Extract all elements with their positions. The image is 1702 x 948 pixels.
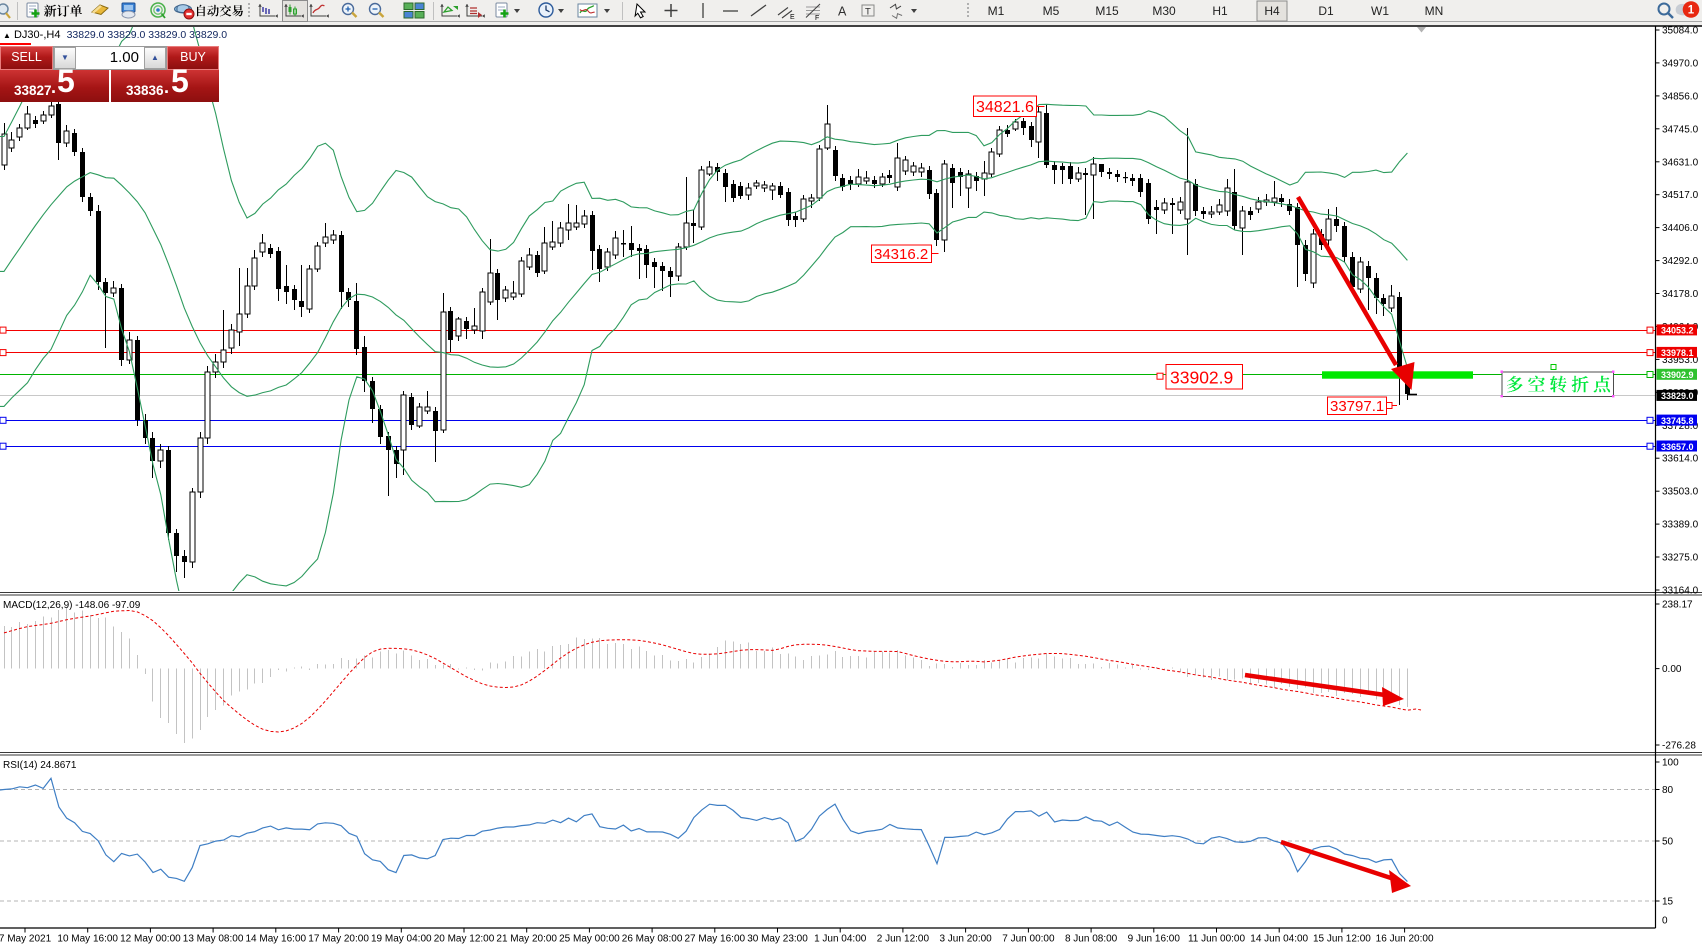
- svg-text:33829.0: 33829.0: [1661, 391, 1694, 401]
- svg-text:34178.0: 34178.0: [1662, 289, 1699, 300]
- svg-text:0: 0: [1662, 916, 1668, 927]
- svg-text:30 May 23:00: 30 May 23:00: [747, 934, 808, 945]
- svg-text:E: E: [790, 14, 795, 21]
- svg-text:M1: M1: [988, 4, 1005, 18]
- svg-text:34316.2: 34316.2: [874, 246, 928, 263]
- svg-text:34821.6: 34821.6: [976, 99, 1034, 116]
- svg-text:12 May 00:00: 12 May 00:00: [120, 934, 181, 945]
- svg-text:11 Jun 00:00: 11 Jun 00:00: [1188, 934, 1246, 945]
- svg-text:27 May 16:00: 27 May 16:00: [684, 934, 745, 945]
- svg-text:14 Jun 04:00: 14 Jun 04:00: [1250, 934, 1308, 945]
- svg-text:33389.0: 33389.0: [1662, 520, 1699, 531]
- svg-text:80: 80: [1662, 785, 1674, 796]
- svg-text:D1: D1: [1318, 4, 1334, 18]
- svg-text:21 May 20:00: 21 May 20:00: [496, 934, 557, 945]
- svg-text:33902.9: 33902.9: [1661, 370, 1694, 380]
- svg-text:13 May 08:00: 13 May 08:00: [183, 934, 244, 945]
- svg-text:17 May 20:00: 17 May 20:00: [308, 934, 369, 945]
- svg-text:33614.0: 33614.0: [1662, 454, 1699, 465]
- svg-text:34517.0: 34517.0: [1662, 190, 1699, 201]
- svg-text:19 May 04:00: 19 May 04:00: [371, 934, 432, 945]
- svg-text:MACD(12,26,9) -148.06 -97.09: MACD(12,26,9) -148.06 -97.09: [3, 600, 141, 611]
- svg-text:M30: M30: [1152, 4, 1176, 18]
- svg-text:7 May 2021: 7 May 2021: [0, 934, 52, 945]
- svg-text:2 Jun 12:00: 2 Jun 12:00: [877, 934, 930, 945]
- svg-text:25 May 00:00: 25 May 00:00: [559, 934, 620, 945]
- svg-text:15: 15: [1662, 897, 1674, 908]
- svg-text:0.00: 0.00: [1662, 664, 1682, 675]
- svg-text:100: 100: [1662, 758, 1679, 769]
- svg-text:10 May 16:00: 10 May 16:00: [57, 934, 118, 945]
- svg-text:35084.0: 35084.0: [1662, 26, 1699, 37]
- svg-text:33275.0: 33275.0: [1662, 553, 1699, 564]
- svg-text:33745.8: 33745.8: [1661, 416, 1694, 426]
- svg-text:T: T: [865, 7, 871, 18]
- svg-text:33657.0: 33657.0: [1661, 442, 1694, 452]
- svg-text:33902.9: 33902.9: [1170, 368, 1233, 388]
- svg-text:34745.0: 34745.0: [1662, 124, 1699, 135]
- svg-text:3 Jun 20:00: 3 Jun 20:00: [939, 934, 992, 945]
- svg-text:34292.0: 34292.0: [1662, 256, 1699, 267]
- svg-text:26 May 08:00: 26 May 08:00: [622, 934, 683, 945]
- svg-text:7 Jun 00:00: 7 Jun 00:00: [1002, 934, 1055, 945]
- svg-text:W1: W1: [1371, 4, 1389, 18]
- svg-text:1 Jun 04:00: 1 Jun 04:00: [814, 934, 867, 945]
- svg-text:RSI(14) 24.8671: RSI(14) 24.8671: [3, 760, 77, 771]
- svg-text:H4: H4: [1264, 4, 1280, 18]
- svg-text:34856.0: 34856.0: [1662, 91, 1699, 102]
- svg-text:34631.0: 34631.0: [1662, 157, 1699, 168]
- svg-text:MN: MN: [1425, 4, 1444, 18]
- svg-text:14 May 16:00: 14 May 16:00: [245, 934, 306, 945]
- svg-text:34053.2: 34053.2: [1661, 326, 1694, 336]
- svg-text:33953.0: 33953.0: [1662, 355, 1699, 366]
- svg-text:33797.1: 33797.1: [1330, 398, 1384, 415]
- svg-text:33503.0: 33503.0: [1662, 487, 1699, 498]
- svg-text:9 Jun 16:00: 9 Jun 16:00: [1128, 934, 1181, 945]
- svg-text:33164.0: 33164.0: [1662, 586, 1699, 597]
- svg-text:8 Jun 08:00: 8 Jun 08:00: [1065, 934, 1118, 945]
- svg-text:H1: H1: [1212, 4, 1228, 18]
- svg-text:16 Jun 20:00: 16 Jun 20:00: [1376, 934, 1434, 945]
- svg-text:238.17: 238.17: [1662, 600, 1693, 611]
- svg-text:A: A: [838, 5, 847, 19]
- svg-text:F: F: [815, 15, 819, 22]
- svg-text:M5: M5: [1043, 4, 1060, 18]
- svg-text:1: 1: [1688, 5, 1695, 17]
- svg-text:20 May 12:00: 20 May 12:00: [434, 934, 495, 945]
- svg-text:M15: M15: [1095, 4, 1119, 18]
- svg-text:15 Jun 12:00: 15 Jun 12:00: [1313, 934, 1371, 945]
- svg-text:34406.0: 34406.0: [1662, 223, 1699, 234]
- svg-text:-276.28: -276.28: [1662, 741, 1696, 752]
- svg-text:33978.1: 33978.1: [1661, 348, 1694, 358]
- svg-text:50: 50: [1662, 837, 1674, 848]
- svg-text:34970.0: 34970.0: [1662, 58, 1699, 69]
- svg-text:33728.0: 33728.0: [1662, 421, 1699, 432]
